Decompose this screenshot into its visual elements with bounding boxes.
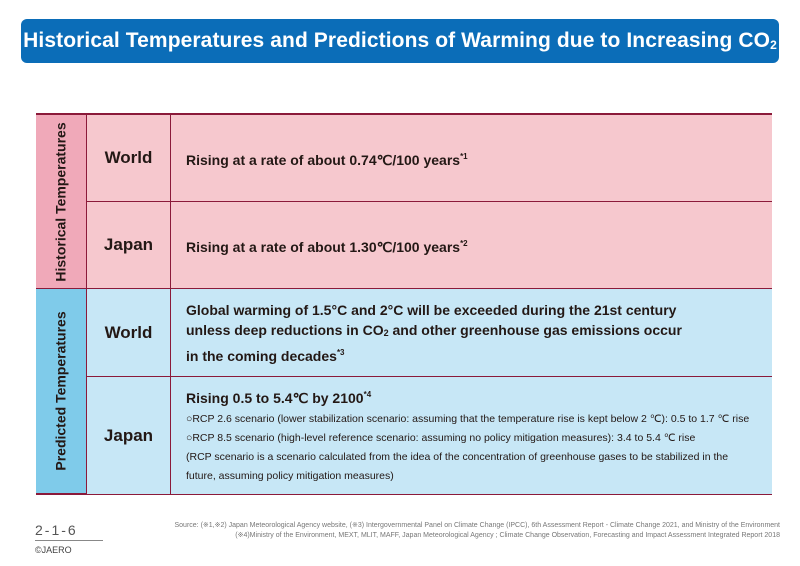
historical-label: Historical Temperatures (36, 115, 87, 288)
page-title: Historical Temperatures and Predictions … (23, 29, 777, 52)
group-divider (36, 288, 772, 289)
region-label: Japan (87, 202, 171, 288)
historical-world-text: Rising at a rate of about 0.74℃/100 year… (186, 151, 468, 168)
source-note: Source: (※1,※2) Japan Meteorological Age… (174, 522, 781, 539)
copyright: ©JAERO (35, 545, 72, 555)
region-label: World (87, 289, 171, 376)
historical-japan-row: Japan Rising at a rate of about 1.30℃/10… (87, 201, 772, 288)
region-label: World (87, 115, 171, 201)
rcp-note-line1: (RCP scenario is a scenario calculated f… (186, 451, 729, 463)
predicted-label: Predicted Temperatures (36, 289, 87, 493)
page-number: 2-1-6 (35, 522, 78, 538)
page-number-underline (35, 540, 103, 541)
historical-world-row: World Rising at a rate of about 0.74℃/10… (87, 115, 772, 201)
rcp85-detail: ○RCP 8.5 scenario (high-level reference … (186, 432, 696, 444)
predicted-group: Predicted Temperatures World Global warm… (36, 289, 772, 494)
predicted-world-text: Global warming of 1.5°C and 2°C will be … (186, 301, 682, 364)
rcp26-detail: ○RCP 2.6 scenario (lower stabilization s… (186, 413, 750, 425)
predicted-japan-row: Japan Rising 0.5 to 5.4℃ by 2100*4 ○RCP … (87, 376, 772, 494)
title-bar: Historical Temperatures and Predictions … (21, 19, 779, 63)
temperature-table: Historical Temperatures World Rising at … (36, 113, 772, 495)
predicted-japan-headline: Rising 0.5 to 5.4℃ by 2100*4 (186, 390, 372, 406)
historical-japan-text: Rising at a rate of about 1.30℃/100 year… (186, 238, 468, 255)
historical-group: Historical Temperatures World Rising at … (36, 115, 772, 288)
region-label: Japan (87, 377, 171, 494)
predicted-world-row: World Global warming of 1.5°C and 2°C wi… (87, 289, 772, 376)
rcp-note-line2: future, assuming policy mitigation measu… (186, 470, 394, 482)
